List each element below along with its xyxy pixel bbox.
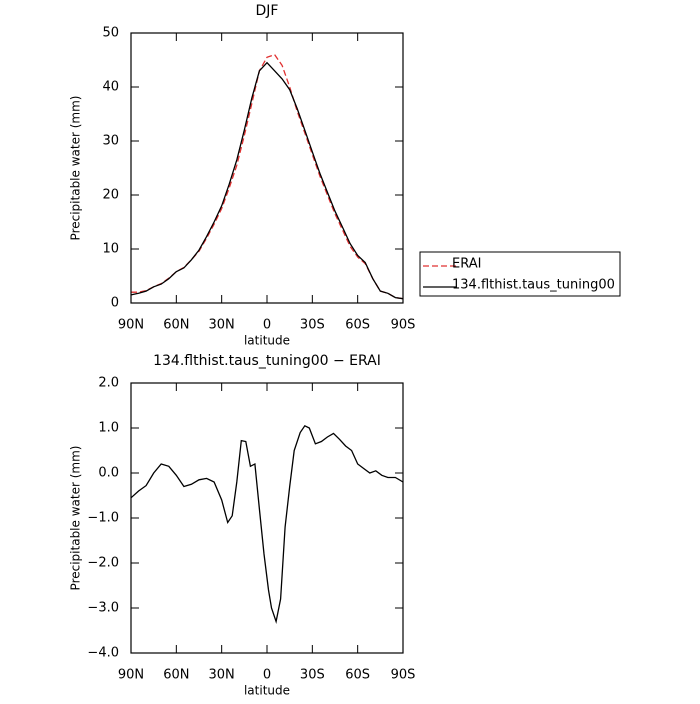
y-tick-label: 0.0	[98, 466, 119, 481]
x-tick-label: 90S	[391, 668, 416, 683]
y-tick-label: 30	[102, 134, 119, 149]
y-tick-label: 0	[111, 296, 119, 311]
plot-frame	[130, 32, 404, 304]
x-tick-label: 90N	[118, 668, 144, 683]
x-tick-label: 0	[263, 668, 271, 683]
y-tick-label: −4.0	[87, 646, 119, 661]
x-tick-label: 30S	[300, 318, 325, 333]
x-tick-label: 60N	[163, 318, 189, 333]
y-tick-label: −3.0	[87, 601, 119, 616]
chart-title: 134.flthist.taus_tuning00 − ERAI	[153, 353, 381, 369]
legend-box	[419, 251, 621, 297]
x-tick-label: 90S	[391, 318, 416, 333]
x-axis-label: latitude	[244, 684, 290, 698]
y-tick-label: 2.0	[98, 376, 119, 391]
x-axis-label: latitude	[244, 334, 290, 348]
x-tick-label: 90N	[118, 318, 144, 333]
y-tick-label: 1.0	[98, 421, 119, 436]
x-tick-label: 30S	[300, 668, 325, 683]
y-tick-label: 10	[102, 242, 119, 257]
plot-frame	[130, 382, 404, 654]
x-tick-label: 0	[263, 318, 271, 333]
y-tick-label: 40	[102, 80, 119, 95]
legend-label: 134.flthist.taus_tuning00	[452, 278, 615, 293]
y-tick-label: −1.0	[87, 511, 119, 526]
y-axis-label: Precipitable water (mm)	[69, 96, 83, 241]
x-tick-label: 30N	[209, 318, 235, 333]
x-tick-label: 60S	[345, 318, 370, 333]
y-tick-label: −2.0	[87, 556, 119, 571]
x-tick-label: 60N	[163, 668, 189, 683]
chart-title: DJF	[256, 3, 279, 19]
data-line	[130, 61, 404, 300]
y-tick-label: 20	[102, 188, 119, 203]
y-axis-label: Precipitable water (mm)	[69, 446, 83, 591]
data-line	[131, 53, 404, 300]
x-tick-label: 30N	[209, 668, 235, 683]
legend-label: ERAI	[452, 257, 481, 272]
y-tick-label: 50	[102, 26, 119, 41]
data-line	[130, 424, 404, 624]
x-tick-label: 60S	[345, 668, 370, 683]
